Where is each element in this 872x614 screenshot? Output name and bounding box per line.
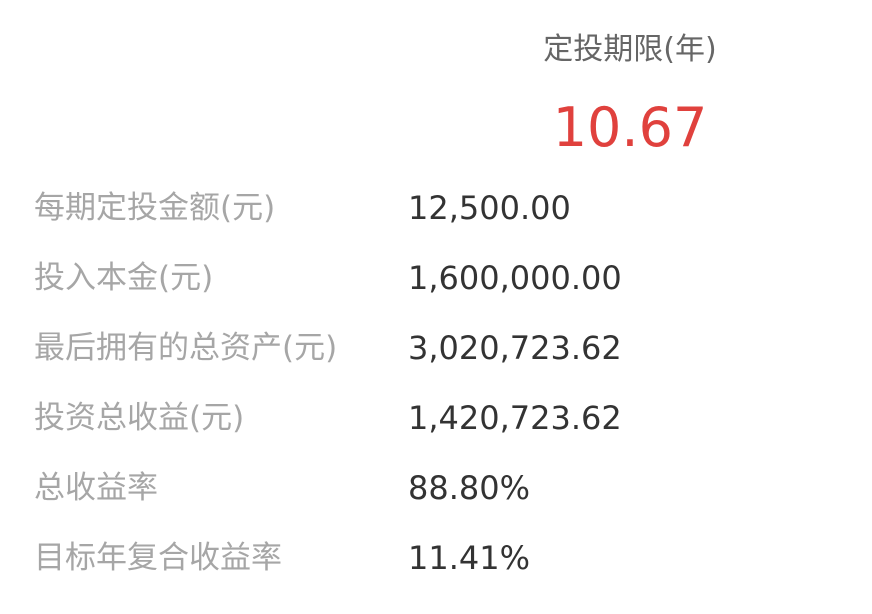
periodic-amount-value: 12,500.00	[408, 189, 571, 227]
return-rate-value: 88.80%	[408, 469, 531, 507]
investment-term-label: 定投期限(年)	[543, 32, 717, 67]
result-header: 定投期限(年) 10.67	[0, 0, 872, 170]
row-periodic-amount: 每期定投金额(元) 12,500.00	[0, 174, 872, 244]
row-total-return: 投资总收益(元) 1,420,723.62	[0, 384, 872, 454]
periodic-amount-label: 每期定投金额(元)	[34, 190, 276, 226]
return-rate-label: 总收益率	[34, 470, 158, 506]
total-assets-label: 最后拥有的总资产(元)	[34, 330, 338, 366]
principal-label: 投入本金(元)	[34, 260, 214, 296]
total-assets-value: 3,020,723.62	[408, 329, 622, 367]
row-annual-compound-rate: 目标年复合收益率 11.41%	[0, 524, 872, 594]
result-list: 每期定投金额(元) 12,500.00 投入本金(元) 1,600,000.00…	[0, 174, 872, 594]
investment-term-value: 10.67	[552, 96, 708, 159]
row-total-assets: 最后拥有的总资产(元) 3,020,723.62	[0, 314, 872, 384]
annual-compound-rate-label: 目标年复合收益率	[34, 540, 282, 576]
total-return-label: 投资总收益(元)	[34, 400, 245, 436]
annual-compound-rate-value: 11.41%	[408, 539, 531, 577]
principal-value: 1,600,000.00	[408, 259, 622, 297]
total-return-value: 1,420,723.62	[408, 399, 622, 437]
row-return-rate: 总收益率 88.80%	[0, 454, 872, 524]
row-principal: 投入本金(元) 1,600,000.00	[0, 244, 872, 314]
